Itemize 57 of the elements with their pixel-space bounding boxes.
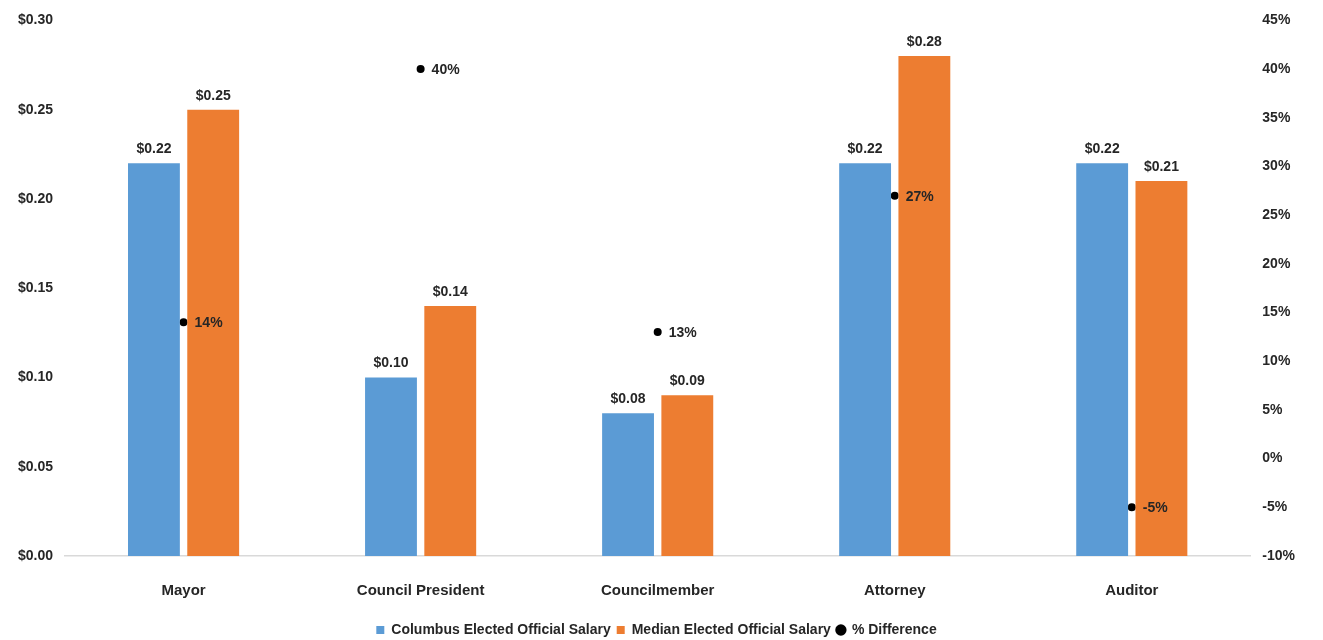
y-tick-label: $0.30 [17,11,54,28]
bar [839,163,892,556]
y2-tick-label: 10% [1262,352,1291,369]
x-tick-label: Auditor [1105,581,1159,599]
y-tick-label: $0.00 [17,546,54,563]
data-label: 27% [905,187,935,204]
data-label: -5% [1142,499,1169,516]
bar [187,109,240,556]
data-label: $0.08 [610,390,646,407]
legend-label: % Difference [851,620,937,637]
y-tick-label: $0.10 [17,368,54,385]
bar [898,56,951,556]
data-label: $0.10 [373,354,409,371]
y2-tick-label: 20% [1262,254,1291,271]
data-label: $0.09 [669,372,706,389]
data-label: $0.22 [136,140,172,157]
data-label: $0.21 [1143,157,1180,174]
point [653,328,662,337]
x-tick-label: Councilmember [601,581,715,599]
bar [661,395,714,556]
y-tick-label: $0.15 [17,279,54,296]
y2-tick-label: -10% [1262,546,1296,563]
bar [1135,181,1188,556]
y2-tick-label: 5% [1262,400,1284,417]
data-label: 14% [194,314,224,331]
point [416,65,425,74]
legend-label: Columbus Elected Official Salary [391,620,611,637]
data-label: $0.28 [906,32,943,49]
bar [1076,163,1129,556]
data-label: 40% [431,60,461,77]
y-tick-label: $0.05 [17,457,54,474]
data-label: 13% [668,323,698,340]
x-tick-label: Attorney [863,581,927,599]
y-tick-label: $0.25 [17,100,54,117]
data-label: $0.25 [195,86,231,103]
legend-label: Median Elected Official Salary [631,620,832,637]
x-tick-label: Council President [356,581,485,599]
bar [365,377,417,556]
point [890,191,899,200]
bar [128,163,180,556]
y2-tick-label: 30% [1262,157,1291,174]
point [1127,503,1136,512]
point [179,318,188,327]
y2-tick-label: 25% [1262,206,1291,223]
data-label: $0.22 [847,140,883,157]
y2-tick-label: 35% [1262,108,1291,125]
y2-tick-label: 40% [1262,59,1291,76]
bar [602,413,654,556]
y2-tick-label: 45% [1262,11,1291,28]
x-tick-label: Mayor [161,581,206,599]
y2-tick-label: -5% [1262,498,1288,515]
y2-tick-label: 15% [1262,303,1291,320]
data-label: $0.22 [1084,140,1120,157]
bar [424,306,477,556]
y2-tick-label: 0% [1262,449,1284,466]
data-label: $0.14 [432,282,468,299]
y-tick-label: $0.20 [17,189,54,206]
